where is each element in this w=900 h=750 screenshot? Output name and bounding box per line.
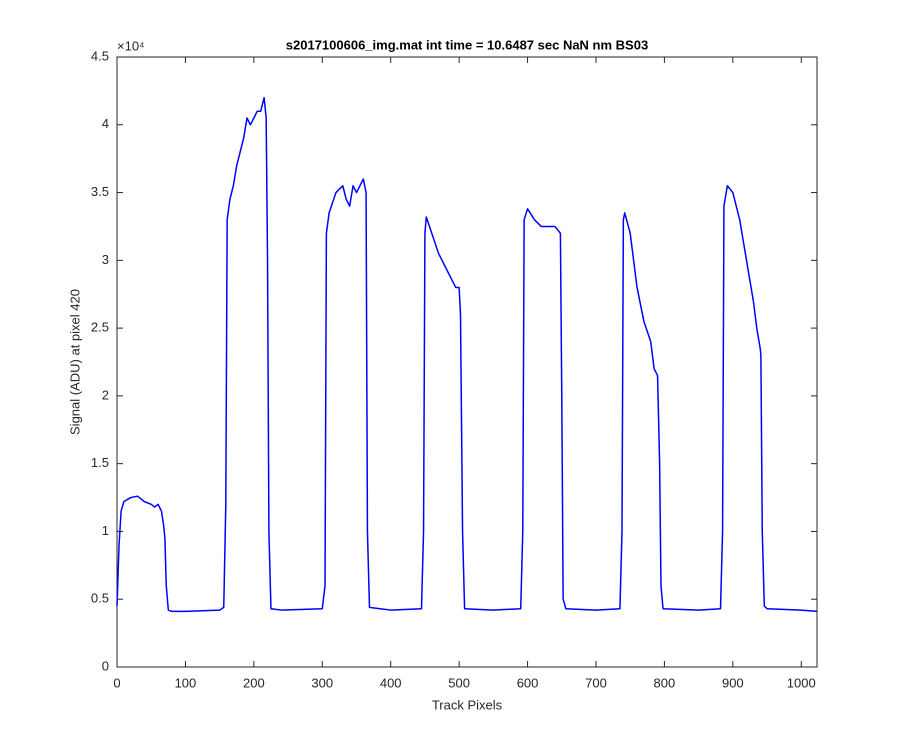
- plot-area: [116, 56, 818, 668]
- y-tick-label: 4.5: [91, 48, 109, 63]
- y-exponent-label: ×10⁴: [117, 38, 145, 53]
- x-tick-label: 1000: [787, 675, 816, 690]
- y-tick-label: 3.5: [91, 184, 109, 199]
- chart-title: s2017100606_img.mat int time = 10.6487 s…: [286, 37, 648, 52]
- y-tick-label: 1.5: [91, 455, 109, 470]
- y-tick-label: 2.5: [91, 320, 109, 335]
- x-tick-label: 500: [448, 675, 470, 690]
- y-tick-label: 4: [102, 116, 109, 131]
- x-tick-label: 400: [380, 675, 402, 690]
- y-tick-label: 1: [102, 523, 109, 538]
- x-tick-label: 0: [113, 675, 120, 690]
- y-axis-label: Signal (ADU) at pixel 420: [67, 289, 82, 435]
- x-tick-label: 600: [517, 675, 539, 690]
- x-tick-label: 300: [311, 675, 333, 690]
- x-tick-label: 800: [654, 675, 676, 690]
- data-line: [116, 96, 818, 613]
- y-tick-label: 3: [102, 252, 109, 267]
- x-tick-label: 900: [722, 675, 744, 690]
- x-axis-label: Track Pixels: [432, 697, 503, 712]
- x-tick-label: 700: [585, 675, 607, 690]
- y-tick-label: 0.5: [91, 591, 109, 606]
- x-tick-label: 200: [243, 675, 265, 690]
- x-tick-label: 100: [175, 675, 197, 690]
- y-tick-label: 0: [102, 658, 109, 673]
- y-tick-label: 2: [102, 387, 109, 402]
